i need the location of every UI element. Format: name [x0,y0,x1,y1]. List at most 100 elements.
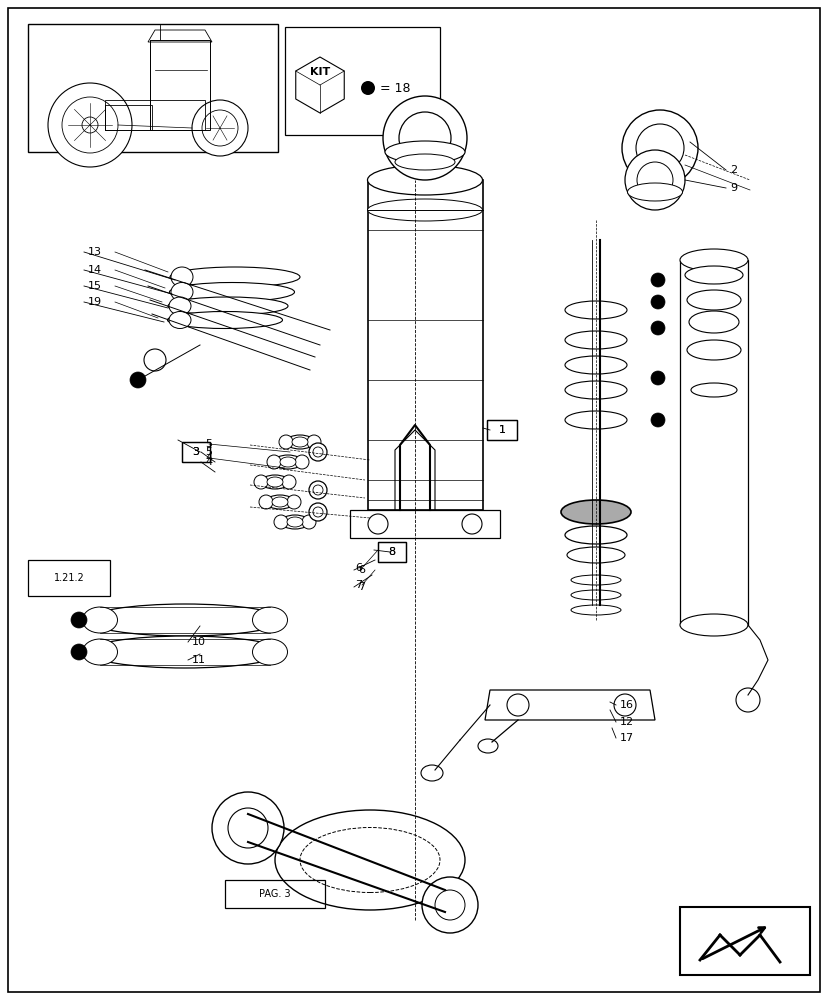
Text: 6: 6 [355,563,361,573]
Text: 13: 13 [88,247,102,257]
Ellipse shape [561,500,630,524]
Ellipse shape [265,495,294,509]
Text: 3: 3 [192,447,199,457]
Ellipse shape [627,183,681,201]
Text: 7: 7 [355,580,361,590]
Text: 19: 19 [88,297,102,307]
Ellipse shape [686,290,740,310]
Ellipse shape [167,312,282,328]
Bar [182,442,210,462]
Text: 2: 2 [729,165,736,175]
Circle shape [274,515,288,529]
Ellipse shape [88,604,282,636]
Text: 9: 9 [729,183,736,193]
Text: 8: 8 [388,547,395,557]
Bar [28,560,110,596]
Ellipse shape [274,455,302,469]
Ellipse shape [571,590,620,600]
Text: 15: 15 [88,281,102,291]
Bar [486,420,516,440]
Ellipse shape [88,636,282,668]
Ellipse shape [564,301,626,319]
Text: 1: 1 [498,425,505,435]
Circle shape [212,792,284,864]
Circle shape [650,321,664,335]
Ellipse shape [394,154,455,170]
Circle shape [461,514,481,534]
Bar [367,180,482,510]
Circle shape [308,481,327,499]
Circle shape [621,110,697,186]
Ellipse shape [252,639,287,665]
Ellipse shape [170,267,299,287]
Ellipse shape [571,575,620,585]
Circle shape [313,485,323,495]
Bar [182,442,210,462]
Bar [28,24,278,152]
Circle shape [506,694,528,716]
Circle shape [635,124,683,172]
Text: 5: 5 [205,439,212,449]
Ellipse shape [691,383,736,397]
Circle shape [313,447,323,457]
Text: 4: 4 [205,453,212,463]
Bar [679,907,809,975]
Ellipse shape [367,165,482,195]
Ellipse shape [564,356,626,374]
Ellipse shape [566,547,624,563]
Circle shape [422,877,477,933]
Bar [225,880,325,908]
Text: 6: 6 [357,565,365,575]
Circle shape [624,150,684,210]
Circle shape [130,372,146,388]
Text: 16: 16 [619,700,633,710]
Ellipse shape [477,739,497,753]
Circle shape [71,612,87,628]
Ellipse shape [171,282,193,302]
Bar [378,542,405,562]
Ellipse shape [252,607,287,633]
Ellipse shape [564,381,626,399]
Circle shape [62,97,118,153]
Ellipse shape [367,199,482,221]
Ellipse shape [144,349,165,371]
Circle shape [650,295,664,309]
Text: 7: 7 [357,582,365,592]
Ellipse shape [280,457,295,467]
Text: 5: 5 [205,447,212,457]
Ellipse shape [169,297,191,315]
Circle shape [367,514,388,534]
Ellipse shape [169,312,191,328]
Ellipse shape [275,810,465,910]
Text: 14: 14 [88,265,102,275]
Text: KIT: KIT [309,67,330,77]
Text: PAG. 3: PAG. 3 [259,889,290,899]
Ellipse shape [83,607,117,633]
Text: 10: 10 [192,637,206,647]
Ellipse shape [564,331,626,349]
Circle shape [254,475,268,489]
Ellipse shape [299,827,439,892]
Text: 17: 17 [619,733,633,743]
Ellipse shape [688,311,739,333]
Circle shape [71,644,87,660]
Ellipse shape [83,639,117,665]
Ellipse shape [679,249,747,271]
Circle shape [399,112,451,164]
Text: 8: 8 [388,547,395,557]
Circle shape [282,475,295,489]
Bar [284,27,439,135]
Ellipse shape [564,411,626,429]
Text: 1: 1 [498,425,505,435]
Bar [679,260,747,625]
Circle shape [313,507,323,517]
Text: 12: 12 [619,717,633,727]
Circle shape [307,435,321,449]
Bar [378,542,405,562]
Ellipse shape [285,435,313,449]
Ellipse shape [420,765,442,781]
Ellipse shape [272,497,288,507]
Circle shape [279,435,293,449]
Text: 4: 4 [205,457,212,467]
Ellipse shape [266,477,283,487]
